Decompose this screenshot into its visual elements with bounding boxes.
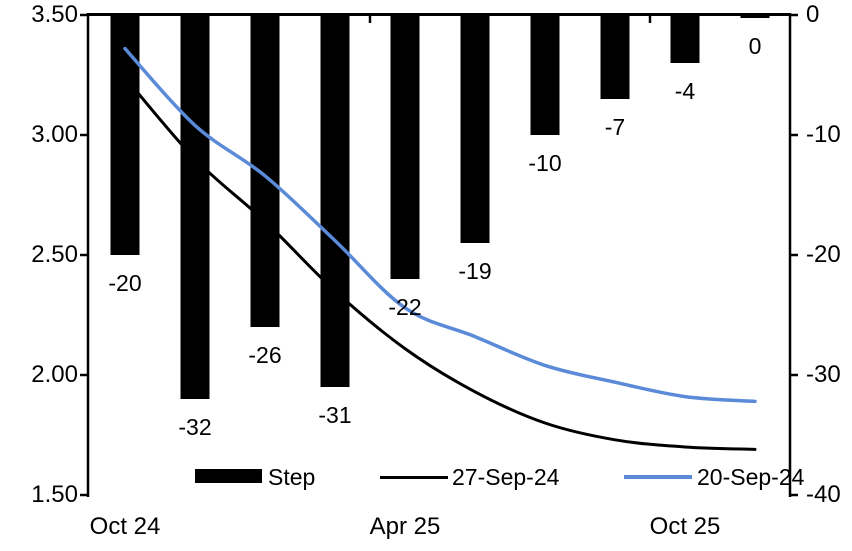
bar-data-label: -19 xyxy=(458,258,492,284)
bar-step xyxy=(530,15,560,135)
legend-label-step: Step xyxy=(268,464,316,490)
legend-swatch-27-sep-24 xyxy=(380,476,448,479)
bar-data-label: -22 xyxy=(388,294,422,320)
legend-label-27-sep-24: 27-Sep-24 xyxy=(452,464,560,490)
bar-step xyxy=(740,15,770,18)
bar-step xyxy=(320,15,350,387)
bar-data-label: -31 xyxy=(318,402,352,428)
bar-step xyxy=(670,15,700,63)
bar-data-label: 0 xyxy=(748,33,762,59)
x-axis-label: Oct 25 xyxy=(649,513,721,540)
bar-data-label: -26 xyxy=(248,342,282,368)
bar-data-label: -7 xyxy=(604,114,626,140)
bar-step xyxy=(460,15,490,243)
right-axis-tick-label: -10 xyxy=(806,121,841,148)
bar-step xyxy=(600,15,630,99)
legend-label-20-sep-24: 20-Sep-24 xyxy=(697,464,805,490)
bar-data-label: -10 xyxy=(528,150,562,176)
left-axis-tick-label: 3.00 xyxy=(31,121,78,148)
bar-data-label: -32 xyxy=(178,414,212,440)
left-axis-tick-label: 1.50 xyxy=(31,481,78,508)
left-axis-tick-label: 2.50 xyxy=(31,241,78,268)
bar-data-label: -4 xyxy=(674,78,696,104)
bar-data-label: -20 xyxy=(108,270,142,296)
line-20-sep-24 xyxy=(123,46,757,404)
right-axis-tick-label: 0 xyxy=(806,1,820,28)
line-27-sep-24 xyxy=(123,75,757,451)
right-axis-tick-label: -40 xyxy=(806,481,841,508)
legend-swatch-step xyxy=(195,469,262,483)
right-axis-tick-label: -20 xyxy=(806,241,841,268)
right-axis-tick-label: -30 xyxy=(806,361,841,388)
x-axis-label: Apr 25 xyxy=(369,513,441,540)
legend-swatch-20-sep-24 xyxy=(624,475,692,479)
bar-step xyxy=(390,15,420,279)
bar-step xyxy=(110,15,140,255)
bar-step xyxy=(180,15,210,399)
left-axis-tick-label: 2.00 xyxy=(31,361,78,388)
left-axis-tick-label: 3.50 xyxy=(31,1,78,28)
bar-step xyxy=(250,15,280,327)
x-axis-label: Oct 24 xyxy=(89,513,161,540)
